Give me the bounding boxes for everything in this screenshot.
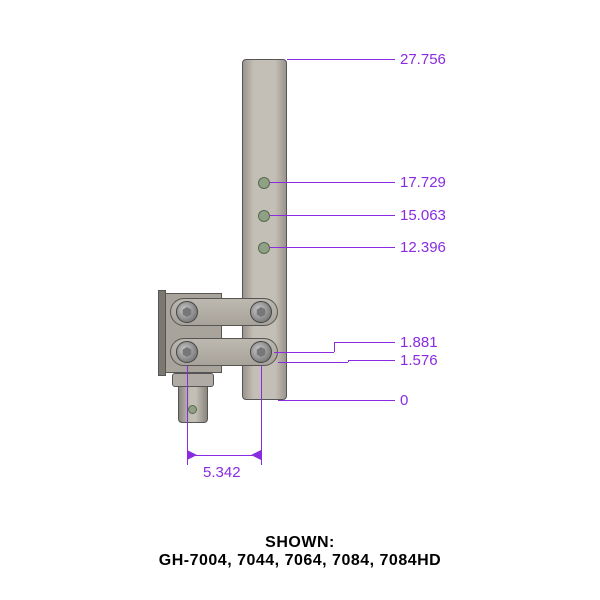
dim-arrow-right [251, 450, 261, 460]
stub-collar [172, 373, 214, 387]
bolt-upper-left [176, 301, 198, 323]
dim-15-label: 15.063 [400, 207, 446, 224]
ext-line-right [261, 365, 262, 465]
dim-1881-label: 1.881 [400, 334, 438, 351]
leader-15 [270, 215, 395, 216]
leader-27 [287, 59, 395, 60]
bolt-lower-right [250, 341, 272, 363]
leader-1576a [278, 362, 348, 363]
leader-1881b [334, 342, 335, 352]
caption-line2: GH-7004, 7044, 7064, 7084, 7084HD [0, 552, 600, 570]
tube-hole-2 [258, 210, 270, 222]
drawing-area: 5.342 27.756 17.729 15.063 12.396 1.881 … [0, 0, 600, 510]
dim-12-label: 12.396 [400, 239, 446, 256]
bolt-upper-right [250, 301, 272, 323]
dim-17-label: 17.729 [400, 174, 446, 191]
leader-0 [278, 400, 395, 401]
leader-1881a [274, 352, 334, 353]
tube-hole-1 [258, 177, 270, 189]
leader-1576c [348, 360, 395, 361]
dim-1576-label: 1.576 [400, 352, 438, 369]
dim-arrow-left [187, 450, 197, 460]
dim-line-horizontal [187, 455, 261, 456]
knuckle-bracket-side [158, 290, 166, 376]
bolt-lower-left [176, 341, 198, 363]
leader-17 [270, 182, 395, 183]
dim-27-label: 27.756 [400, 51, 446, 68]
dim-horizontal-label: 5.342 [203, 464, 241, 481]
caption: SHOWN: GH-7004, 7044, 7064, 7084, 7084HD [0, 534, 600, 570]
dim-0-label: 0 [400, 392, 408, 409]
leader-1881c [334, 342, 395, 343]
tube-hole-3 [258, 242, 270, 254]
caption-line1: SHOWN: [0, 534, 600, 552]
leader-12 [270, 247, 395, 248]
stub-pin-hole [188, 405, 197, 414]
